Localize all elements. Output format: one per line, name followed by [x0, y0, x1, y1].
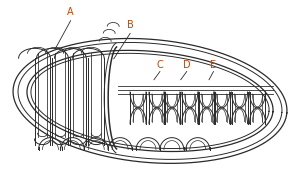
Text: A: A — [67, 7, 74, 17]
Text: B: B — [127, 20, 134, 30]
Text: D: D — [183, 60, 190, 70]
Text: C: C — [157, 60, 163, 70]
Text: E: E — [210, 60, 216, 70]
